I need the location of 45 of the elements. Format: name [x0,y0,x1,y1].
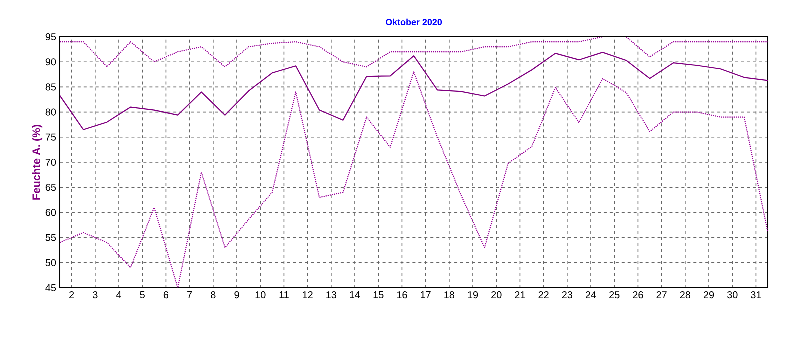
x-tick-label: 27 [656,292,667,298]
x-tick-label: 23 [562,292,573,299]
x-tick-label: 9 [234,292,240,299]
x-tick-label: 26 [633,292,644,299]
y-tick-label: 80 [46,108,56,116]
y-tick-label: 70 [46,158,56,166]
line-series [60,52,768,130]
x-tick-label: 18 [444,292,455,299]
x-tick-label: 22 [538,292,549,298]
x-tick-label: 4 [116,292,122,298]
x-tick-label: 8 [211,292,216,299]
x-tick-label: 14 [350,292,360,298]
x-tick-label: 11 [280,292,289,298]
y-tick-label: 90 [46,58,56,66]
x-tick-label: 13 [326,292,337,299]
x-tick-label: 24 [586,292,596,298]
x-tick-label: 7 [188,292,192,298]
x-tick-label: 12 [303,292,313,298]
y-axis-title: Feuchte A. (%) [32,124,43,200]
x-tick-label: 3 [93,292,98,299]
x-tick-label: 19 [468,292,478,299]
y-tick-label: 95 [46,33,56,41]
x-tick-label: 25 [610,292,620,299]
y-tick-label: 50 [46,259,56,266]
x-tick-label: 15 [374,292,384,298]
x-tick-label: 10 [256,292,266,299]
y-tick-label: 65 [46,184,56,192]
x-tick-label: 5 [140,292,145,298]
x-tick-label: 31 [751,292,762,299]
x-tick-label: 6 [164,292,169,299]
x-tick-label: 2 [70,292,74,298]
y-tick-label: 85 [46,84,56,91]
x-tick-label: 17 [421,292,431,298]
y-tick-label: 75 [46,134,56,141]
x-tick-label: 20 [492,292,502,299]
x-tick-label: 21 [515,292,526,298]
x-tick-label: 28 [680,292,691,299]
x-tick-label: 29 [704,292,714,299]
chart-title: Oktober 2020 [386,18,442,26]
line-series [60,72,768,288]
x-tick-label: 16 [397,292,408,299]
y-tick-label: 55 [46,234,56,242]
y-tick-label: 60 [46,209,56,216]
y-tick-label: 45 [46,284,56,292]
x-tick-label: 30 [727,292,738,299]
